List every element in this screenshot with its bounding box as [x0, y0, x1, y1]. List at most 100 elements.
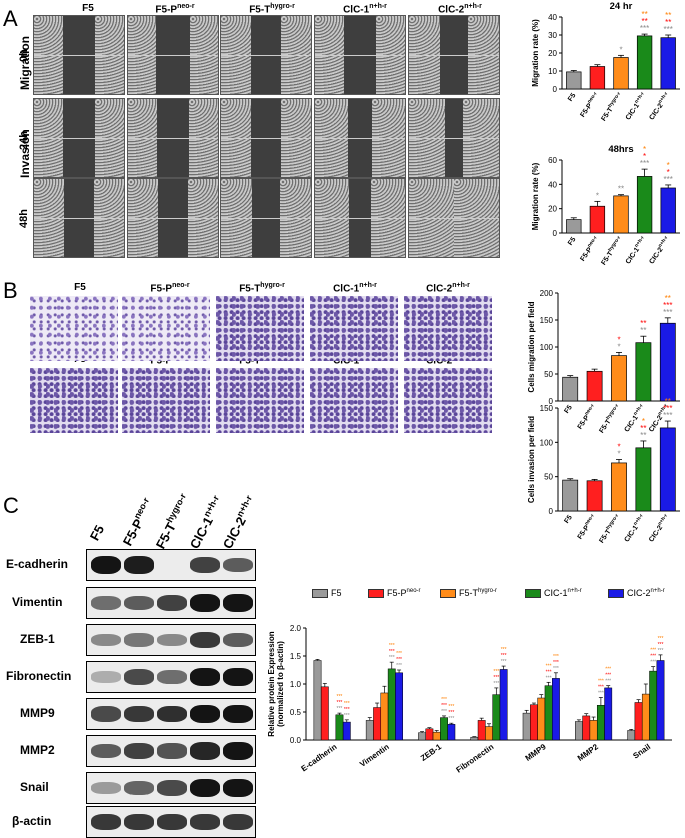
bar-F5-Vimentin — [365, 720, 374, 741]
micrograph-r2-c1 — [127, 178, 219, 258]
legend-item-3: CIC-1n+h-r — [525, 588, 582, 599]
y-tick-label: 40 — [548, 13, 557, 22]
y-tick-label: 0 — [553, 85, 558, 94]
wb-band — [190, 668, 220, 686]
wb-band — [157, 633, 187, 647]
significance-mark: *** — [598, 678, 604, 684]
significance-mark: *** — [493, 681, 499, 687]
x-tick-sup: n+h-r — [634, 91, 646, 105]
significance-mark: *** — [396, 663, 402, 669]
bar-F5-P-E-cadherin — [320, 686, 329, 741]
bar-CIC-1-MMP9 — [544, 685, 553, 741]
wb-strip-2 — [86, 624, 256, 656]
significance-mark: *** — [663, 411, 672, 420]
significance-mark: *** — [448, 716, 454, 722]
x-tick-label: F5-Thygro-r — [597, 403, 623, 435]
wb-band — [223, 594, 253, 612]
wb-band — [124, 595, 154, 611]
micrograph-r0-c2 — [220, 15, 312, 95]
significance-mark: ** — [640, 319, 646, 328]
significance-mark: *** — [344, 713, 350, 719]
y-tick-label: 50 — [544, 370, 553, 379]
bar-F5-T — [613, 195, 629, 234]
significance-mark: * — [617, 443, 620, 452]
x-tick-sup: hygro-r — [607, 91, 622, 109]
x-tick-label: F5 — [563, 514, 573, 525]
bar-F5-P-Fibronectin — [477, 720, 486, 741]
x-tick-label: CIC-2n+h-r — [646, 513, 671, 544]
wb-band — [157, 813, 187, 831]
significance-mark: * — [643, 152, 646, 161]
bar-CIC-2-MMP2 — [604, 687, 613, 741]
bar-F5-P-Vimentin — [373, 707, 382, 741]
legend-swatch — [525, 589, 541, 599]
x-tick-sup: n+h-r — [657, 91, 669, 105]
significance-mark: *** — [546, 675, 552, 681]
x-tick-label: F5-Pneo-r — [575, 513, 598, 541]
x-tick-sup: neo-r — [584, 403, 596, 417]
stain-image-r1-c1 — [122, 368, 210, 433]
micrograph-r1-c1 — [127, 98, 219, 178]
y-tick-label: 0.5 — [290, 708, 302, 717]
y-tick-label: 100 — [540, 343, 554, 352]
stain-image-r0-c1 — [122, 296, 210, 361]
wb-band — [190, 813, 220, 831]
y-tick-label: 200 — [540, 289, 554, 298]
stain-image-r0-c2 — [216, 296, 304, 361]
stain-image-r0-c4 — [404, 296, 492, 361]
bar-F5-P-MMP2 — [582, 715, 591, 741]
bar-F5-Fibronectin — [470, 736, 479, 741]
bar-F5-T — [613, 57, 629, 90]
legend-sup: n+h-r — [567, 588, 582, 594]
bar-CIC-1-ZEB-1 — [440, 717, 448, 741]
bar-F5-T-Snail — [641, 693, 650, 741]
wb-band — [190, 705, 220, 723]
x-tick-sup: hygro-r — [607, 235, 622, 253]
stain-image-r1-c4 — [404, 368, 492, 433]
wb-band — [157, 780, 187, 796]
wb-label-mmp2: MMP2 — [20, 743, 55, 757]
significance-mark: *** — [546, 669, 552, 675]
bar-F5-T-ZEB-1 — [432, 731, 441, 741]
x-tick-label: CIC-2n+h-r — [647, 235, 672, 266]
significance-mark: *** — [658, 648, 664, 654]
x-tick-label: Vimentin — [358, 742, 391, 769]
wb-strip-6 — [86, 772, 256, 804]
bar-F5-P — [586, 480, 603, 512]
significance-mark: * — [643, 145, 646, 154]
x-tick-sup: n+h-r — [657, 235, 669, 249]
bar-F5 — [562, 479, 579, 512]
wb-band — [223, 668, 253, 686]
legend-label: F5-P — [387, 588, 407, 598]
bar-F5-T — [611, 462, 627, 512]
panel-b-header-f5p-top: F5-Pneo-r — [150, 282, 190, 295]
legend-swatch — [312, 589, 328, 599]
significance-mark: ** — [665, 294, 671, 303]
significance-mark: *** — [553, 660, 559, 666]
significance-mark: *** — [441, 703, 447, 709]
panel-a-header-cic2: ClC-2n+h-r — [438, 3, 482, 16]
legend-sup: hygro-r — [478, 588, 498, 594]
micrograph-r2-c2 — [220, 178, 312, 258]
significance-mark: *** — [337, 700, 343, 706]
significance-mark: * — [667, 161, 670, 170]
significance-mark: ** — [640, 326, 646, 335]
significance-mark: * — [617, 335, 620, 344]
panel-a-header-f5t: F5-Thygro-r — [249, 3, 295, 16]
micrograph-r0-c3 — [314, 15, 406, 95]
x-tick-label: Snail — [631, 742, 652, 760]
wb-band — [91, 782, 121, 794]
significance-mark: *** — [389, 643, 395, 649]
wb-band — [157, 595, 187, 611]
wb-strip-0 — [86, 549, 256, 581]
x-tick-label: F5-Pneo-r — [578, 91, 601, 119]
legend-swatch — [440, 589, 456, 599]
significance-mark: *** — [650, 660, 656, 666]
wb-band — [124, 743, 154, 759]
legend-item-2: F5-Thygro-r — [440, 588, 498, 599]
x-tick-sup: n+h-r — [657, 513, 669, 527]
y-tick-label: 20 — [548, 205, 557, 214]
panel-a-header-f5p: F5-Pneo-r — [155, 3, 195, 16]
legend-item-0: F5 — [312, 588, 342, 599]
y-tick-label: 40 — [548, 180, 557, 189]
